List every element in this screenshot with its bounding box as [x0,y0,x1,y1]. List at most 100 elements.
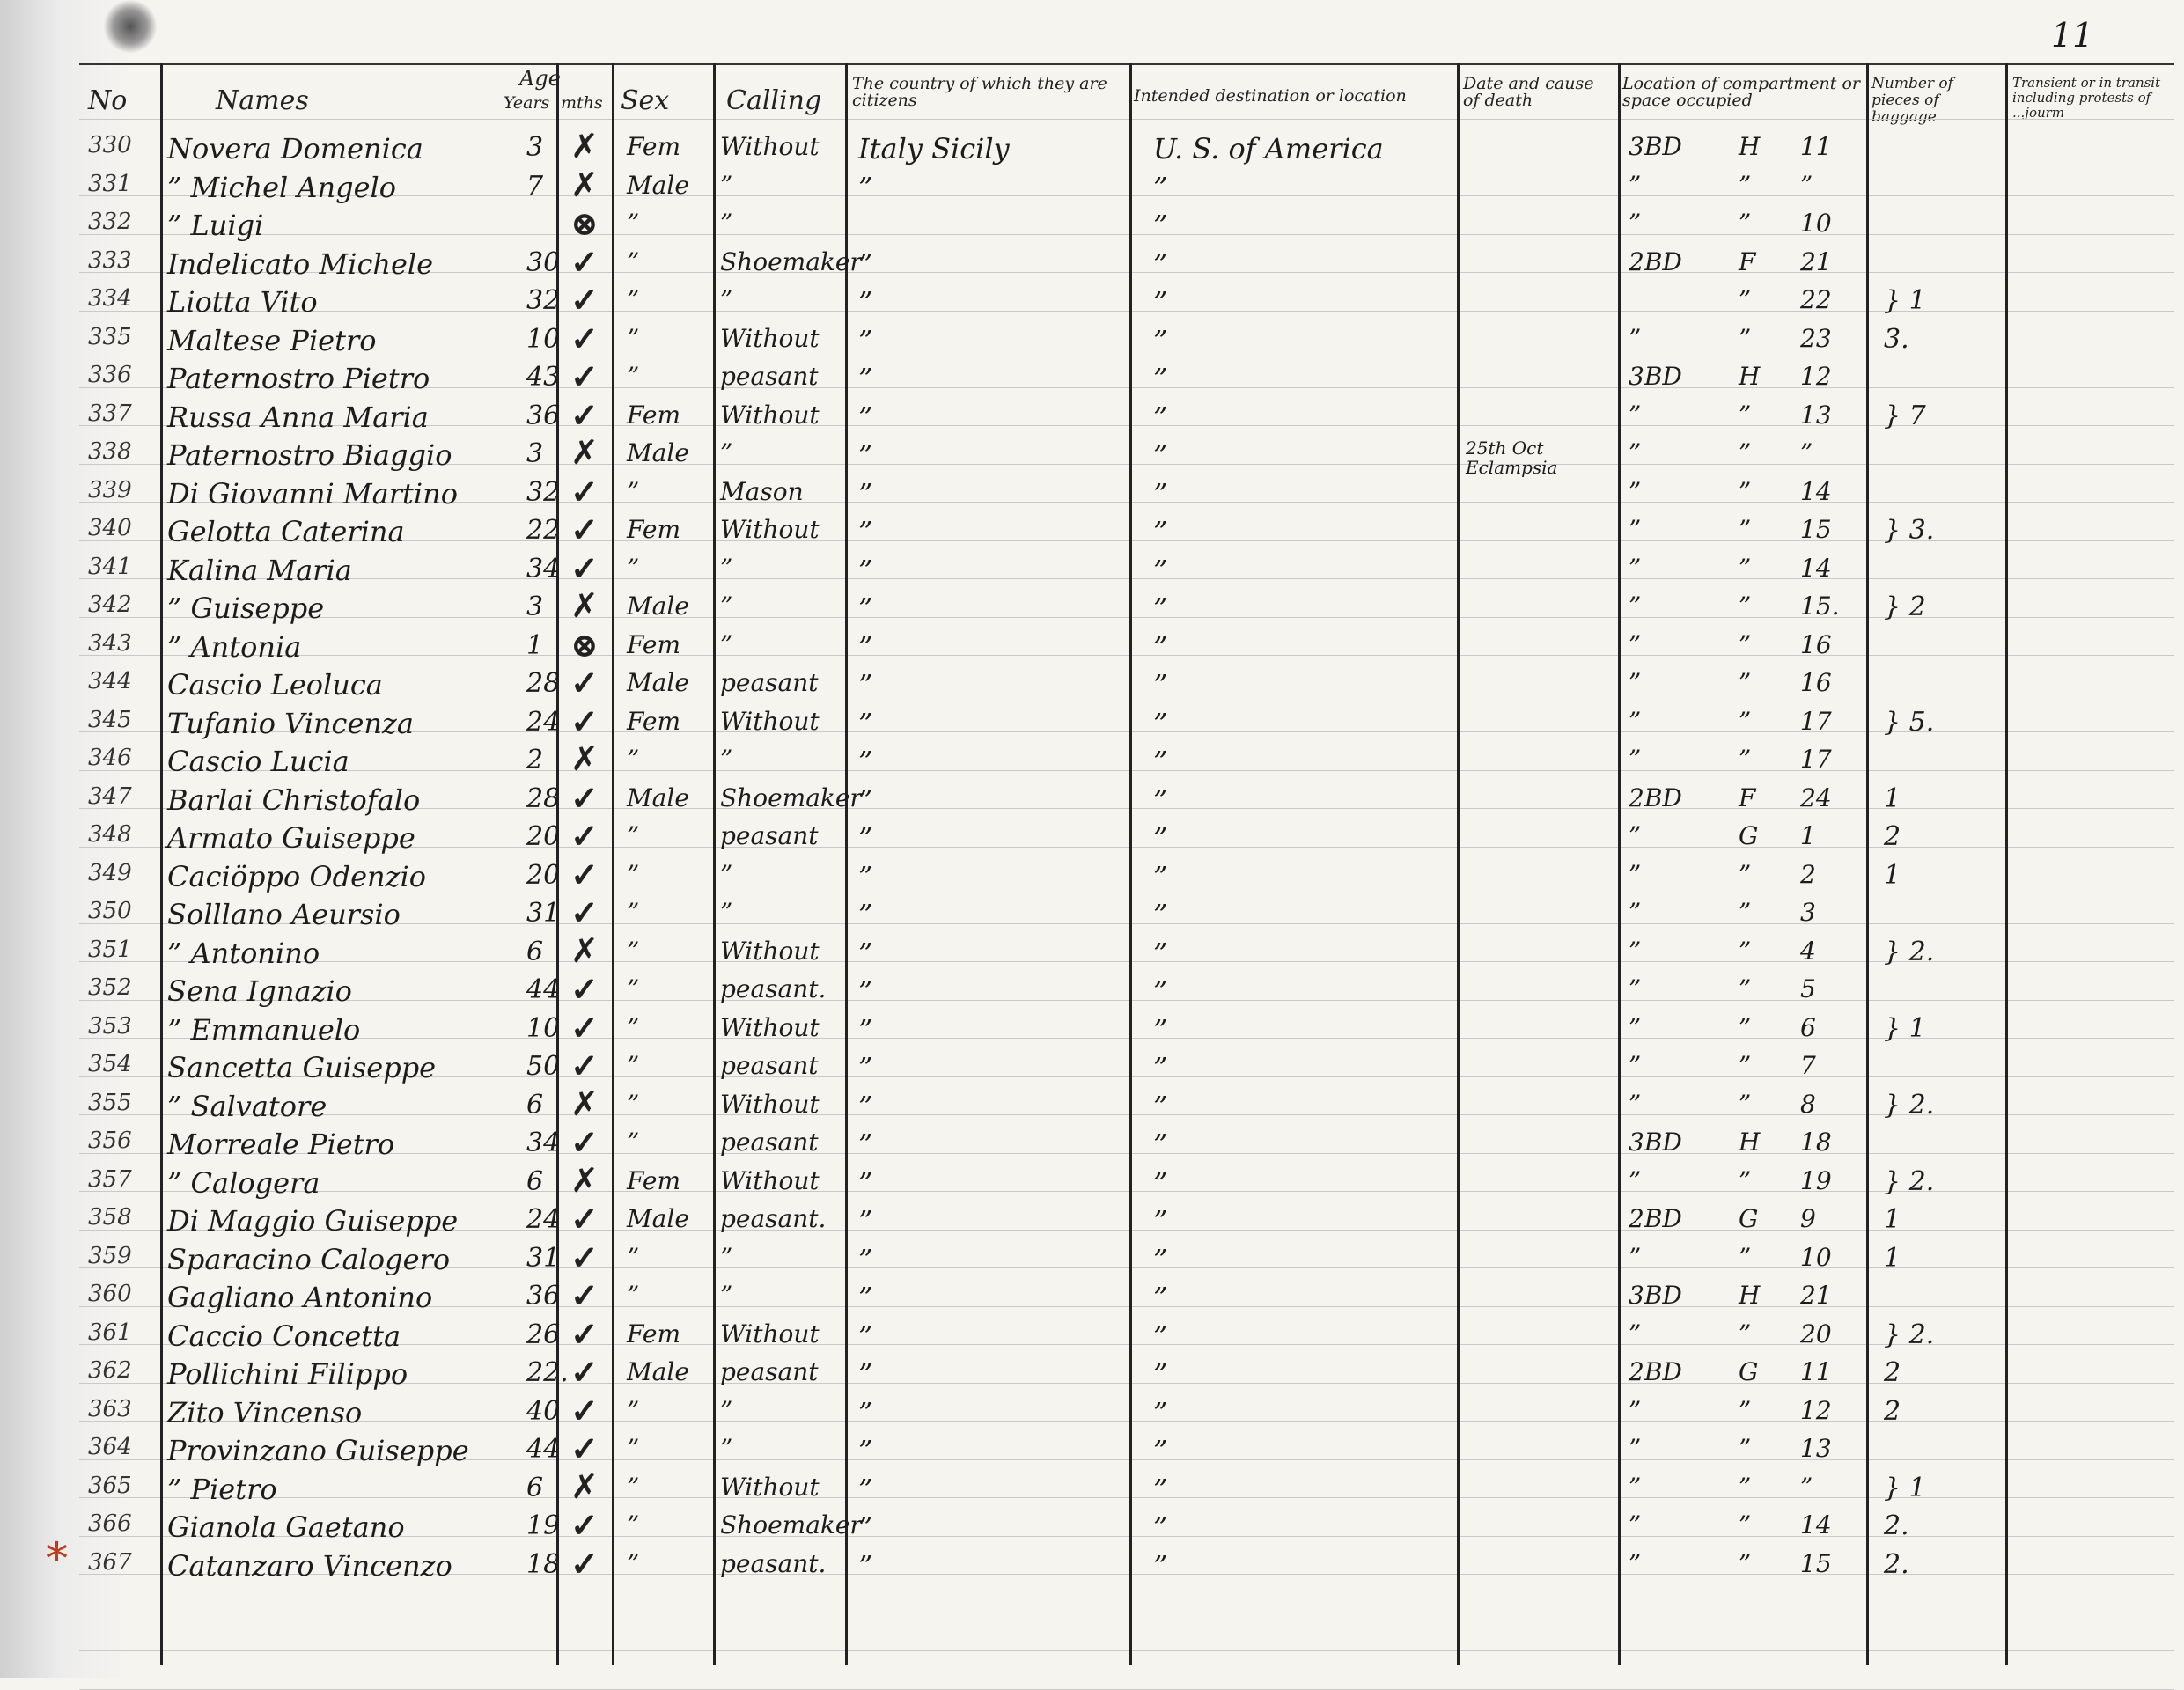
cell-no: 352 [88,974,132,1001]
cell-mark: ✗ [570,1466,599,1506]
cell-pieces: } 2 [1884,592,1926,622]
cell-name: Kalina Maria [167,553,352,587]
cell-no: 338 [88,438,132,465]
cell-mark: ✓ [570,318,599,358]
cell-num: 15. [1800,592,1840,621]
cell-age: 28 [526,668,561,699]
ruled-line [79,846,2174,848]
cell-loc: ” [1629,1395,1642,1425]
cell-calling: Without [720,515,820,544]
cell-no: 335 [88,323,132,350]
cell-loc: ” [1629,170,1642,200]
cell-dest: ” [1153,783,1168,817]
cell-citizen: ” [858,592,873,625]
cell-sex: ” [627,745,640,774]
cell-calling: Shoemaker [720,783,862,812]
cell-loc: ” [1629,668,1642,697]
cell-loc: ” [1629,553,1642,583]
cell-calling: peasant [720,1357,819,1386]
cell-name: Russa Anna Maria [167,400,429,434]
cell-dest: ” [1153,706,1168,740]
cell-sex: Male [627,1357,689,1386]
cell-age: 24 [526,706,561,738]
cell-no: 361 [88,1319,132,1346]
cell-age: 31 [526,898,561,929]
cell-mark: ✓ [570,471,599,511]
ruled-line [79,386,2174,388]
header-no: No [88,85,128,116]
cell-sec: ” [1739,400,1752,430]
cell-name: ” Michel Angelo [167,170,397,204]
cell-dest: ” [1153,668,1168,702]
cell-loc: 3BD [1629,132,1682,161]
cell-sex: ” [627,898,640,927]
cell-calling: ” [720,1434,733,1463]
cell-loc: 3BD [1629,1128,1682,1157]
cell-sex: ” [627,821,640,850]
cell-no: 359 [88,1242,132,1269]
cell-dest: ” [1153,859,1168,893]
cell-pieces: } 5. [1884,706,1935,738]
cell-pieces: 2 [1884,1357,1901,1388]
cell-calling: Mason [720,476,804,506]
ruled-line [79,1382,2174,1384]
cell-name: Armato Guiseppe [167,821,415,855]
cell-name: ” Antonino [167,936,320,970]
cell-sec: H [1739,1128,1761,1157]
cell-age: 6 [526,1165,544,1197]
cell-no: 365 [88,1472,132,1499]
cell-citizen: ” [858,285,873,319]
cell-name: ” Emmanuelo [167,1012,361,1047]
cell-citizen: ” [858,859,873,893]
cell-sex: ” [627,859,640,889]
cell-sec: ” [1739,706,1752,736]
cell-citizen: ” [858,400,873,434]
cell-name: Pollichini Filippo [167,1357,408,1391]
cell-sec: ” [1739,745,1752,774]
ruled-line [79,616,2174,618]
cell-calling: peasant [720,1128,819,1157]
cell-dest: ” [1153,1357,1168,1391]
ruled-line [79,1421,2174,1422]
cell-mark: ✓ [570,280,599,320]
cell-sec: ” [1739,1319,1752,1348]
cell-pieces: 1 [1884,1204,1901,1235]
cell-dest: ” [1153,821,1168,855]
column-rule [1618,63,1621,1665]
cell-citizen: ” [858,1281,873,1314]
cell-pieces: } 1 [1884,1012,1926,1044]
cell-dest: ” [1153,515,1168,548]
cell-sex: Male [627,1204,689,1233]
cell-citizen: ” [858,1165,873,1200]
page-number: 11 [2051,16,2094,55]
cell-no: 344 [88,668,132,694]
cell-calling: ” [720,859,733,889]
cell-sex: ” [627,246,640,276]
ruled-line [79,425,2174,426]
ruled-line [79,1038,2174,1039]
cell-age: 6 [526,1472,544,1503]
cell-age: 6 [526,1089,544,1121]
cell-citizen: ” [858,1242,873,1276]
cell-sex: ” [627,1012,640,1042]
ruled-line [79,310,2174,312]
cell-age: 10 [526,1012,561,1044]
cell-sec: ” [1739,974,1752,1003]
cell-sec: ” [1739,1242,1752,1272]
cell-no: 346 [88,745,132,771]
cell-name: ” Luigi [167,209,264,242]
cell-calling: ” [720,629,733,659]
cell-name: Zito Vincenso [167,1395,363,1429]
scan-edge-shadow [0,0,132,1678]
cell-name: Di Maggio Guiseppe [167,1204,459,1238]
cell-no: 353 [88,1012,132,1040]
cell-citizen: ” [858,745,873,778]
cell-mark: ✓ [570,241,599,282]
cell-num: 5 [1800,974,1816,1003]
cell-mark: ✓ [570,893,599,932]
cell-loc: 3BD [1629,1281,1682,1310]
cell-num: 24 [1800,783,1832,812]
cell-age: 20 [526,859,561,891]
cell-sex: ” [627,1089,640,1119]
cell-mark: ⊗ [570,624,599,665]
